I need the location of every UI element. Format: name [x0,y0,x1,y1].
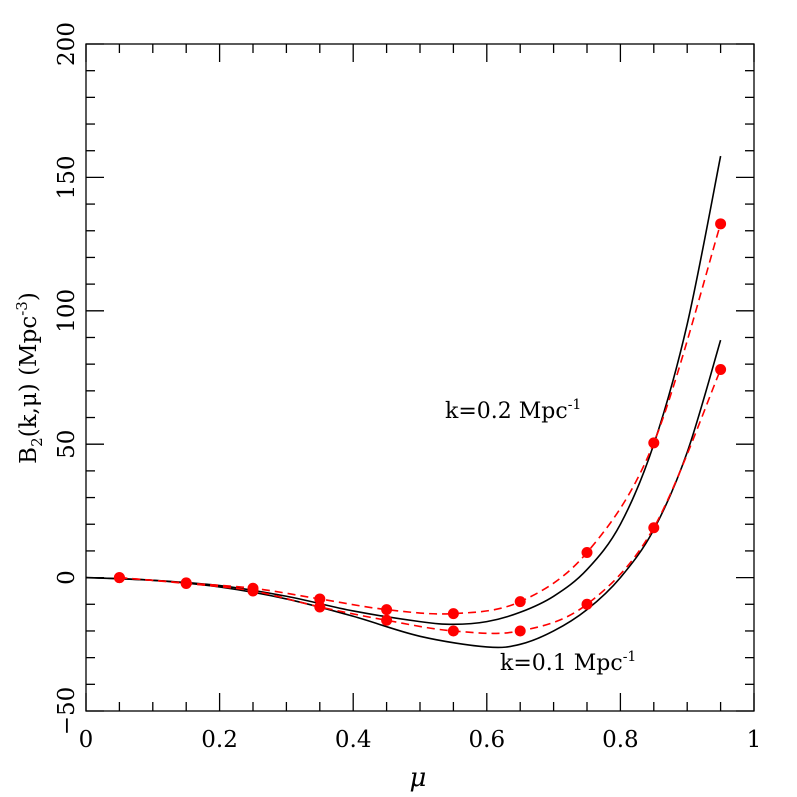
series-k01-dashed-point [715,363,727,375]
series-k02-dashed-point [648,437,660,449]
x-tick-label: 0.6 [469,727,506,753]
series-k02-solid-line [85,155,722,626]
series-k02-dashed-line [119,223,722,615]
series-k02-dashed-point [314,593,326,605]
y-tick-label: 0 [54,570,80,585]
annotation-k01: k=0.1 Mpc-1 [500,649,636,676]
y-tick-label: −50 [54,687,80,736]
x-tick-label: 0 [79,727,94,753]
series-k01-dashed-point [113,572,125,584]
series-k01-dashed-point [514,625,526,637]
series-k01-dashed-point [247,585,259,597]
x-tick-label: 1 [747,727,762,753]
x-tick-label: 0.8 [602,727,639,753]
y-tick-label: 50 [54,430,80,459]
annotation-k02: k=0.2 Mpc-1 [445,397,581,424]
series-k01-dashed-point [648,522,660,534]
series-k02-dashed-point [581,547,593,559]
series-k01-dashed-line [119,369,722,635]
series-k02-dashed-point [381,604,393,616]
x-axis-label: μ [410,763,427,793]
x-tick-label: 0.2 [201,727,238,753]
ticks [85,43,755,712]
y-tick-label: 200 [54,22,80,66]
y-axis-label: B2(k,μ) (Mpc-3) [13,292,46,464]
plot-frame [85,43,755,712]
series-k02-dashed-point [715,218,727,230]
y-tick-label: 150 [54,155,80,199]
x-tick-label: 0.4 [335,727,372,753]
series-k01-dashed-point [180,577,192,589]
series-k01-dashed-point [581,598,593,610]
curves [85,155,727,649]
series-k02-dashed-point [514,596,526,608]
series-k01-dashed-point [314,601,326,613]
series-k01-solid-line [85,339,722,649]
y-tick-label: 100 [54,289,80,333]
series-k02-dashed-point [447,608,459,620]
series-k01-dashed-point [381,614,393,626]
series-k01-dashed-point [447,625,459,637]
